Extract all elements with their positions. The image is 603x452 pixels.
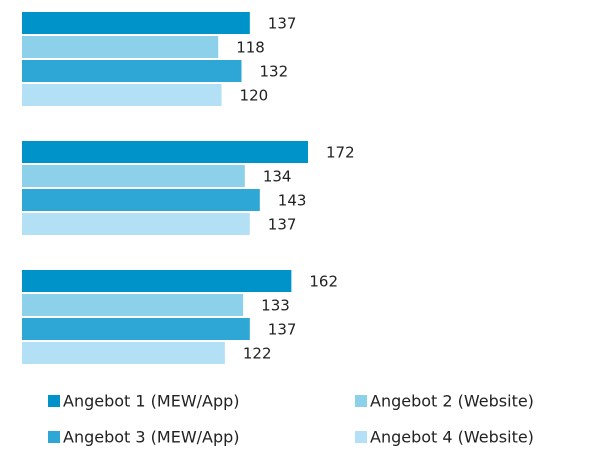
bar: [22, 189, 260, 211]
value-label: 118: [236, 39, 265, 57]
value-label: 137: [268, 216, 297, 234]
legend-label: Angebot 4 (Website): [370, 428, 534, 447]
value-label: 172: [326, 144, 355, 162]
value-label: 143: [278, 192, 307, 210]
bar: [22, 165, 245, 187]
bar: [22, 12, 250, 34]
bar: [22, 84, 222, 106]
legend-swatch: [355, 395, 367, 407]
legend-swatch: [48, 395, 60, 407]
bar: [22, 60, 242, 82]
legend-swatch: [355, 431, 367, 443]
value-label: 133: [261, 297, 290, 315]
bar: [22, 318, 250, 340]
bar: [22, 270, 292, 292]
bar: [22, 141, 309, 163]
legend-swatch: [48, 431, 60, 443]
value-label: 137: [268, 321, 297, 339]
bar: [22, 213, 250, 235]
bar: [22, 36, 219, 58]
legend-label: Angebot 2 (Website): [370, 392, 534, 411]
legend-label: Angebot 3 (MEW/App): [63, 428, 240, 447]
bar: [22, 294, 244, 316]
value-label: 120: [240, 87, 269, 105]
value-label: 134: [263, 168, 292, 186]
value-label: 162: [309, 273, 338, 291]
legend-label: Angebot 1 (MEW/App): [63, 392, 240, 411]
bar: [22, 342, 225, 364]
value-label: 122: [243, 345, 272, 363]
value-label: 132: [259, 63, 288, 81]
value-label: 137: [268, 15, 297, 33]
